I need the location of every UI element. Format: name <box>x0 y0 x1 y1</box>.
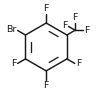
Text: F: F <box>62 21 68 30</box>
Text: Br: Br <box>6 25 17 34</box>
Text: F: F <box>43 81 49 90</box>
Text: F: F <box>11 59 17 68</box>
Text: F: F <box>72 13 78 22</box>
Text: F: F <box>43 4 49 13</box>
Text: F: F <box>76 59 81 68</box>
Text: F: F <box>84 26 89 35</box>
